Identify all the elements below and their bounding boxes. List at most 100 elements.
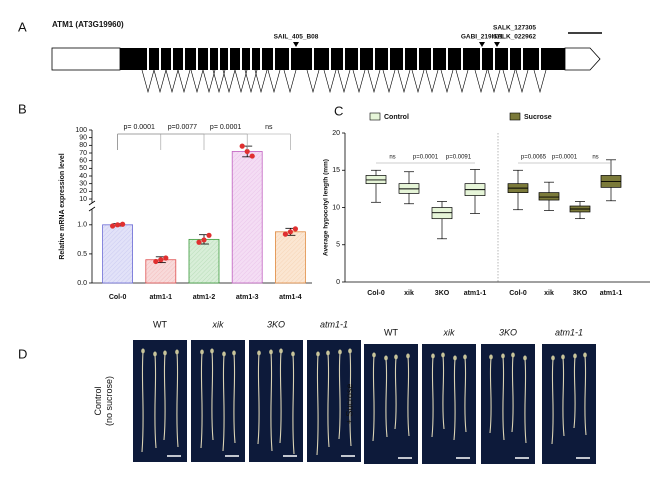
cotyledon [232, 350, 236, 356]
y-tick-label: 100 [75, 127, 87, 134]
intron-gap [388, 48, 390, 70]
intron [165, 69, 179, 94]
x-tick-label: atm1-4 [279, 294, 302, 301]
cotyledon [561, 354, 565, 360]
intron [267, 69, 281, 94]
data-point [196, 239, 202, 245]
data-point [110, 223, 116, 229]
intron-gap [373, 48, 375, 70]
seedling [453, 358, 456, 441]
photo [481, 344, 535, 464]
insertion-label: SALK_127305 [493, 25, 536, 32]
data-point [239, 143, 245, 149]
seedling [551, 358, 554, 445]
intron-gap [480, 48, 482, 70]
intron [244, 69, 258, 94]
intron [323, 69, 337, 94]
gene-title: ATM1 (AT3G19960) [52, 20, 124, 29]
y-tick-label: 40 [79, 173, 87, 180]
y-tick-label: 5 [336, 242, 340, 249]
insertion-marker [479, 42, 485, 47]
seedling [279, 351, 282, 444]
seedling [372, 355, 375, 442]
significance-label: p= 0.0001 [210, 124, 241, 131]
intron [202, 69, 216, 94]
intron [190, 69, 204, 94]
y-tick-label: 20 [79, 188, 87, 195]
cotyledon [463, 354, 467, 360]
x-tick-label: Col-0 [509, 290, 527, 297]
significance-label: ns [592, 155, 598, 161]
seedling [407, 356, 410, 437]
intron-gap [250, 48, 252, 70]
intron-gap [539, 48, 541, 70]
data-point [292, 226, 298, 232]
y-tick-label: 70 [79, 150, 87, 157]
cotyledon [200, 349, 204, 355]
intron-gap [508, 48, 510, 70]
photo [191, 340, 245, 462]
photo [307, 340, 361, 462]
intron [487, 69, 501, 94]
photo [133, 340, 187, 462]
intron [177, 69, 191, 94]
cotyledon [573, 353, 577, 359]
cotyledon [279, 348, 283, 354]
y-tick-label: 10 [332, 204, 340, 211]
cotyledon [141, 348, 145, 354]
intron [153, 69, 167, 94]
data-point [163, 255, 169, 261]
bar [145, 259, 177, 284]
data-point [158, 257, 164, 263]
cotyledon [551, 355, 555, 361]
x-tick-label: atm1-1 [600, 290, 623, 297]
y-tick-label: 60 [79, 158, 87, 165]
condition-label: Control [93, 386, 103, 415]
intron-gap [312, 48, 314, 70]
seedling [141, 351, 144, 453]
cotyledon [163, 350, 167, 356]
cotyledon [257, 350, 261, 356]
cotyledon [431, 353, 435, 359]
intron-gap [273, 48, 275, 70]
seedling [524, 358, 527, 444]
intron-gap [240, 48, 242, 70]
seedling [573, 356, 576, 429]
seedling [562, 357, 565, 437]
intron-gap [196, 48, 198, 70]
insertion-marker [293, 42, 299, 47]
cotyledon [453, 355, 457, 361]
box [538, 192, 560, 201]
legend-label: Sucrose [524, 114, 552, 121]
seedling [316, 354, 319, 456]
condition-label: + Sucrose [344, 384, 354, 425]
cotyledon [222, 351, 226, 357]
x-tick-label: Col-0 [367, 290, 385, 297]
genotype-label: WT [384, 327, 398, 337]
x-tick-label: atm1-2 [193, 294, 216, 301]
significance-label: p=0.0001 [552, 155, 578, 161]
seedling [233, 353, 236, 444]
utr [51, 47, 121, 71]
intron-gap [521, 48, 523, 70]
significance-label: p=0.0091 [446, 155, 472, 161]
intron-gap [183, 48, 185, 70]
intron-gap [208, 48, 210, 70]
data-point [115, 222, 121, 228]
intron [397, 69, 411, 94]
panel-label: D [18, 346, 27, 361]
seedling [211, 351, 214, 441]
seedling [200, 352, 203, 449]
intron [474, 69, 488, 94]
intron-gap [171, 48, 173, 70]
cotyledon [372, 352, 376, 358]
seedling [464, 357, 467, 433]
y-tick-label: 10 [79, 196, 87, 203]
intron [440, 69, 454, 94]
data-point [120, 221, 126, 227]
intron [382, 69, 396, 94]
x-tick-label: 3KO [435, 290, 450, 297]
significance-label: p=0.0001 [413, 155, 439, 161]
seedling [489, 357, 492, 434]
